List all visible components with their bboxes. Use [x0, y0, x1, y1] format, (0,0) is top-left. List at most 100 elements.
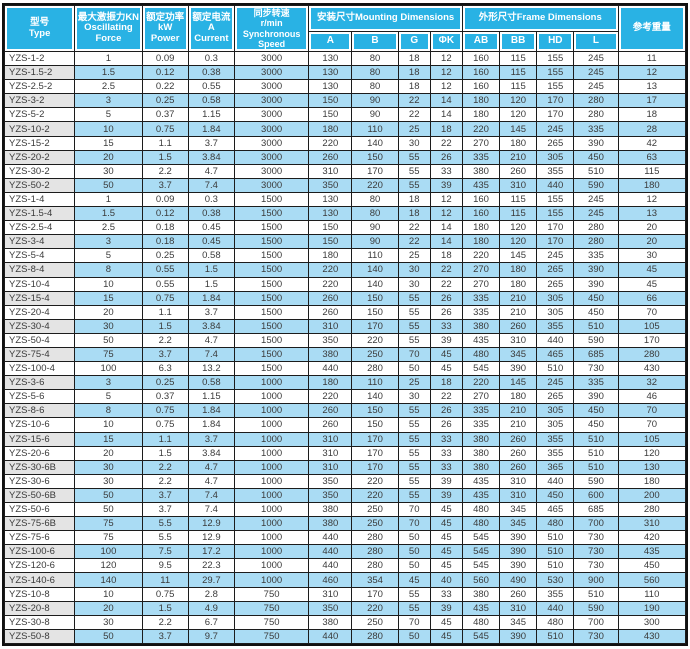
type-cell: YZS-30-6 — [3, 473, 76, 489]
value-cell: 510 — [573, 163, 619, 179]
value-cell: 110 — [351, 248, 399, 264]
value-cell: 380 — [461, 318, 501, 334]
type-cell: YZS-75-6B — [3, 516, 76, 532]
type-cell: YZS-30-8 — [3, 614, 76, 630]
type-cell: YZS-10-6 — [3, 417, 76, 433]
value-cell: 30 — [74, 459, 143, 475]
value-cell: 25 — [397, 248, 431, 264]
value-cell: 46 — [617, 389, 687, 405]
value-cell: 750 — [233, 614, 310, 630]
value-cell: 13 — [617, 206, 687, 222]
value-cell: 63 — [617, 149, 687, 165]
value-cell: 12.9 — [187, 530, 235, 546]
value-cell: 450 — [573, 290, 619, 306]
type-cell: YZS-3-4 — [3, 234, 76, 250]
value-cell: 25 — [397, 375, 431, 391]
value-cell: 155 — [536, 50, 575, 67]
value-cell: 55 — [397, 177, 431, 193]
value-cell: 50 — [74, 177, 143, 193]
value-cell: 145 — [499, 375, 538, 391]
value-cell: 730 — [573, 361, 619, 377]
value-cell: 1.15 — [187, 107, 235, 123]
value-cell: 160 — [461, 65, 501, 81]
value-cell: 155 — [536, 206, 575, 222]
value-cell: 0.75 — [141, 586, 189, 602]
value-cell: 220 — [461, 248, 501, 264]
value-cell: 335 — [461, 417, 501, 433]
value-cell: 8 — [74, 262, 143, 278]
col-header-a: A — [308, 31, 353, 52]
value-cell: 450 — [617, 558, 687, 574]
value-cell: 4.7 — [187, 473, 235, 489]
col-header-g: G — [397, 31, 431, 52]
value-cell: 310 — [308, 318, 353, 334]
value-cell: 480 — [461, 516, 501, 532]
value-cell: 80 — [351, 191, 399, 208]
value-cell: 530 — [536, 572, 575, 588]
value-cell: 100 — [74, 544, 143, 560]
value-cell: 0.3 — [187, 50, 235, 67]
value-cell: 590 — [573, 600, 619, 616]
value-cell: 3000 — [233, 50, 310, 67]
value-cell: 0.25 — [141, 248, 189, 264]
value-cell: 1500 — [233, 346, 310, 363]
value-cell: 12 — [617, 65, 687, 81]
value-cell: 130 — [308, 65, 353, 81]
value-cell: 70 — [617, 403, 687, 419]
value-cell: 7.5 — [141, 544, 189, 560]
value-cell: 7.4 — [187, 177, 235, 193]
value-cell: 435 — [617, 544, 687, 560]
value-cell: 10 — [74, 276, 143, 292]
type-cell: YZS-100-6 — [3, 544, 76, 560]
value-cell: 20 — [617, 220, 687, 236]
value-cell: 430 — [617, 361, 687, 377]
value-cell: 730 — [573, 628, 619, 644]
group-header-frame-dimensions: 外形尺寸Frame Dimensions — [461, 5, 619, 32]
value-cell: 26 — [429, 304, 463, 320]
value-cell: 50 — [397, 361, 431, 377]
value-cell: 310 — [617, 516, 687, 532]
value-cell: 1000 — [233, 572, 310, 588]
value-cell: 1 — [74, 191, 143, 208]
type-cell: YZS-1.5-4 — [3, 206, 76, 222]
value-cell: 350 — [308, 487, 353, 504]
table-row: YZS-5-6 5 0.37 1.15 1000 220 140 30 22 270 180 265 3… — [3, 389, 687, 405]
value-cell: 345 — [499, 346, 538, 363]
table-row: YZS-2.5-4 2.5 0.18 0.45 1500 150 90 22 14 180 120 1… — [3, 220, 687, 236]
value-cell: 460 — [308, 572, 353, 588]
value-cell: 1.84 — [187, 121, 235, 137]
value-cell: 80 — [351, 79, 399, 95]
value-cell: 305 — [536, 304, 575, 320]
type-cell: YZS-20-8 — [3, 600, 76, 616]
value-cell: 300 — [617, 614, 687, 630]
value-cell: 33 — [429, 318, 463, 334]
value-cell: 45 — [397, 572, 431, 588]
value-cell: 0.38 — [187, 65, 235, 81]
value-cell: 12 — [429, 206, 463, 222]
value-cell: 480 — [461, 501, 501, 518]
value-cell: 1000 — [233, 530, 310, 546]
value-cell: 30 — [397, 276, 431, 292]
type-cell: YZS-75-4 — [3, 346, 76, 363]
value-cell: 140 — [351, 276, 399, 292]
value-cell: 430 — [617, 628, 687, 644]
value-cell: 3.84 — [187, 149, 235, 165]
value-cell: 0.12 — [141, 65, 189, 81]
value-cell: 160 — [461, 79, 501, 95]
value-cell: 55 — [397, 163, 431, 179]
value-cell: 450 — [573, 417, 619, 433]
value-cell: 20 — [74, 149, 143, 165]
value-cell: 200 — [617, 487, 687, 504]
table-row: YZS-75-6B 75 5.5 12.9 1000 380 250 70 45 480 345 48… — [3, 516, 687, 532]
spec-table-frame: 型号 Type 最大激振力KN Oscillating Force 额定功率 k… — [2, 3, 688, 646]
value-cell: 440 — [536, 177, 575, 193]
value-cell: 0.12 — [141, 206, 189, 222]
value-cell: 480 — [461, 346, 501, 363]
value-cell: 180 — [308, 121, 353, 137]
value-cell: 50 — [397, 544, 431, 560]
value-cell: 220 — [308, 135, 353, 151]
value-cell: 26 — [429, 290, 463, 306]
value-cell: 2.2 — [141, 473, 189, 489]
value-cell: 730 — [573, 544, 619, 560]
value-cell: 13 — [617, 79, 687, 95]
